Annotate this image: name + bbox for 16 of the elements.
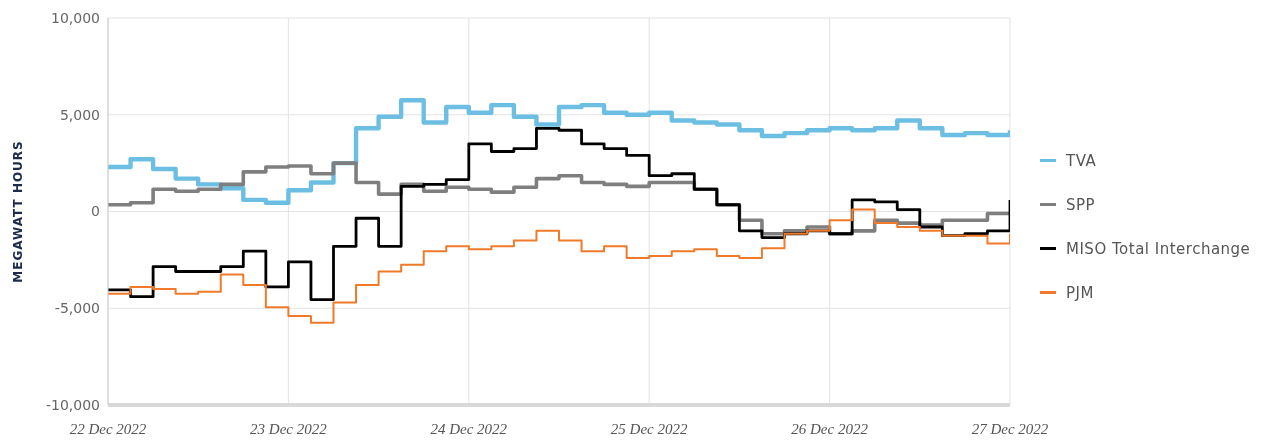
legend-label: MISO Total Interchange [1066,239,1251,258]
y-tick-label: 5,000 [59,106,100,123]
x-tick-label: 24 Dec 2022 [430,420,508,437]
x-tick-label: 26 Dec 2022 [791,420,869,437]
y-tick-label: -10,000 [45,396,100,413]
y-axis-title: MEGAWATT HOURS [11,140,26,283]
y-tick-label: 10,000 [51,9,100,26]
x-tick-label: 22 Dec 2022 [69,420,147,437]
legend-label: PJM [1066,283,1094,302]
x-tick-label: 27 Dec 2022 [971,420,1049,437]
legend-label: SPP [1066,195,1096,214]
y-tick-label: -5,000 [54,300,100,317]
y-tick-label: 0 [91,203,100,220]
x-tick-label: 23 Dec 2022 [250,420,328,437]
x-tick-label: 25 Dec 2022 [610,420,689,437]
legend-label: TVA [1066,151,1097,170]
